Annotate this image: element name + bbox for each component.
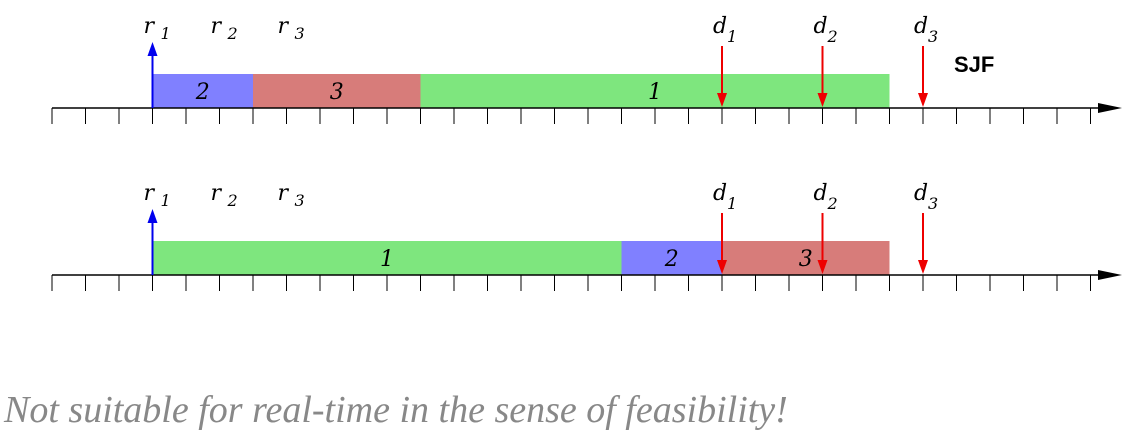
- job-block-3: [253, 74, 421, 108]
- deadline-arrowhead: [717, 260, 727, 274]
- release-label-3: r: [278, 181, 290, 206]
- release-sub-1: 1: [161, 191, 171, 210]
- release-arrowhead: [147, 42, 158, 56]
- axis-arrowhead: [1098, 103, 1122, 113]
- deadline-label-2: d: [814, 14, 828, 39]
- caption: Not suitable for real-time in the sense …: [4, 389, 788, 431]
- deadline-sub-3: 3: [928, 194, 938, 213]
- release-label-3: r: [278, 14, 290, 39]
- job-label-1: 1: [380, 247, 394, 272]
- axis-arrowhead: [1098, 270, 1122, 280]
- release-label-2: r: [211, 14, 223, 39]
- deadline-sub-2: 2: [827, 27, 838, 46]
- deadline-sub-1: 1: [727, 27, 737, 46]
- release-sub-3: 3: [295, 24, 305, 43]
- job-label-2: 2: [664, 247, 679, 272]
- deadline-sub-2: 2: [827, 194, 838, 213]
- job-block-2: [152, 74, 253, 108]
- deadline-label-3: d: [914, 181, 928, 206]
- deadline-label-1: d: [713, 181, 727, 206]
- timeline-alternative: 1 2 3r 1 r 2 r 3 d 1 d 2 d 3: [51, 181, 1122, 291]
- deadline-arrowhead: [817, 260, 828, 274]
- deadline-label-2: d: [814, 181, 828, 206]
- release-sub-2: 2: [227, 191, 238, 210]
- job-label-3: 3: [799, 247, 813, 272]
- job-block-3: [722, 241, 890, 275]
- timeline-sjf: 2 3 1r 1 r 2 r 3 d 1 d 2 d 3: [51, 14, 1122, 124]
- release-label-2: r: [211, 181, 223, 206]
- job-block-2: [621, 241, 722, 275]
- job-label-2: 2: [195, 80, 210, 105]
- job-block-1: [152, 241, 622, 275]
- release-arrowhead: [147, 209, 158, 223]
- deadline-sub-3: 3: [928, 27, 938, 46]
- deadline-arrowhead: [918, 260, 928, 274]
- deadline-sub-1: 1: [727, 194, 737, 213]
- deadline-label-1: d: [713, 14, 727, 39]
- release-label-1: r: [144, 14, 156, 39]
- job-label-3: 3: [330, 80, 344, 105]
- deadline-arrowhead: [817, 93, 828, 107]
- deadline-arrowhead: [918, 93, 928, 107]
- job-label-1: 1: [648, 80, 662, 105]
- release-sub-2: 2: [227, 24, 238, 43]
- sjf-label: SJF: [954, 52, 994, 77]
- deadline-label-3: d: [914, 14, 928, 39]
- job-block-1: [420, 74, 890, 108]
- release-sub-1: 1: [161, 24, 171, 43]
- deadline-arrowhead: [717, 93, 727, 107]
- release-label-1: r: [144, 181, 156, 206]
- release-sub-3: 3: [295, 191, 305, 210]
